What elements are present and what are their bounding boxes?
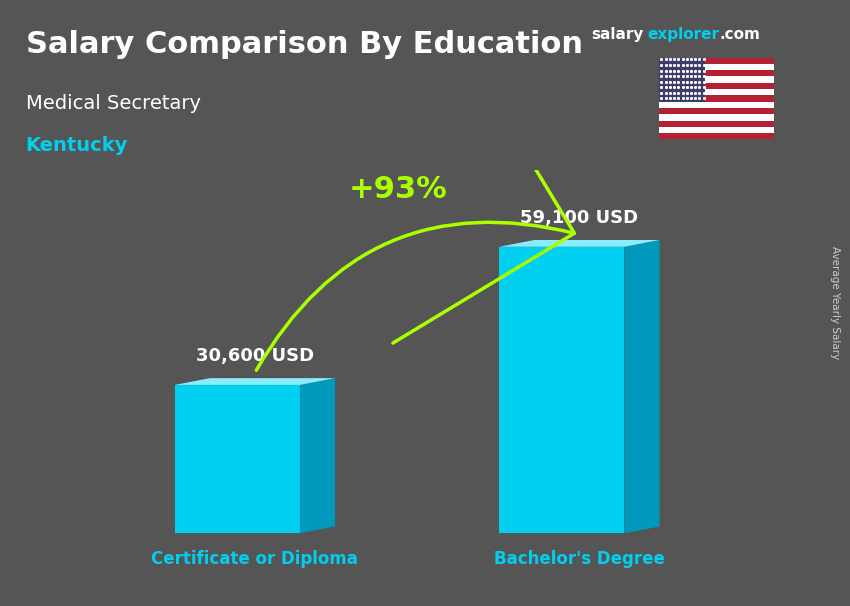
Bar xyxy=(659,64,774,70)
Polygon shape xyxy=(300,378,335,533)
Bar xyxy=(659,114,774,121)
Polygon shape xyxy=(175,385,300,533)
Text: .com: .com xyxy=(720,27,761,42)
Bar xyxy=(659,121,774,127)
FancyArrowPatch shape xyxy=(257,52,575,370)
Text: Salary Comparison By Education: Salary Comparison By Education xyxy=(26,30,582,59)
Bar xyxy=(659,95,774,102)
Bar xyxy=(659,89,774,95)
Polygon shape xyxy=(499,240,660,247)
Bar xyxy=(659,76,774,83)
Text: Average Yearly Salary: Average Yearly Salary xyxy=(830,247,840,359)
Text: Certificate or Diploma: Certificate or Diploma xyxy=(151,550,359,568)
Bar xyxy=(659,83,774,89)
Bar xyxy=(659,58,774,64)
Text: Medical Secretary: Medical Secretary xyxy=(26,94,201,113)
Text: Bachelor's Degree: Bachelor's Degree xyxy=(494,550,665,568)
Text: 30,600 USD: 30,600 USD xyxy=(196,347,314,365)
Bar xyxy=(659,127,774,133)
Bar xyxy=(659,58,705,102)
Text: salary: salary xyxy=(591,27,643,42)
Bar xyxy=(659,108,774,114)
Bar xyxy=(659,133,774,139)
Text: +93%: +93% xyxy=(348,175,447,204)
Text: 59,100 USD: 59,100 USD xyxy=(520,209,638,227)
Bar xyxy=(659,70,774,76)
Text: Kentucky: Kentucky xyxy=(26,136,128,155)
Bar xyxy=(659,102,774,108)
Polygon shape xyxy=(625,240,660,533)
Polygon shape xyxy=(175,378,335,385)
Polygon shape xyxy=(499,247,625,533)
Text: explorer: explorer xyxy=(648,27,720,42)
